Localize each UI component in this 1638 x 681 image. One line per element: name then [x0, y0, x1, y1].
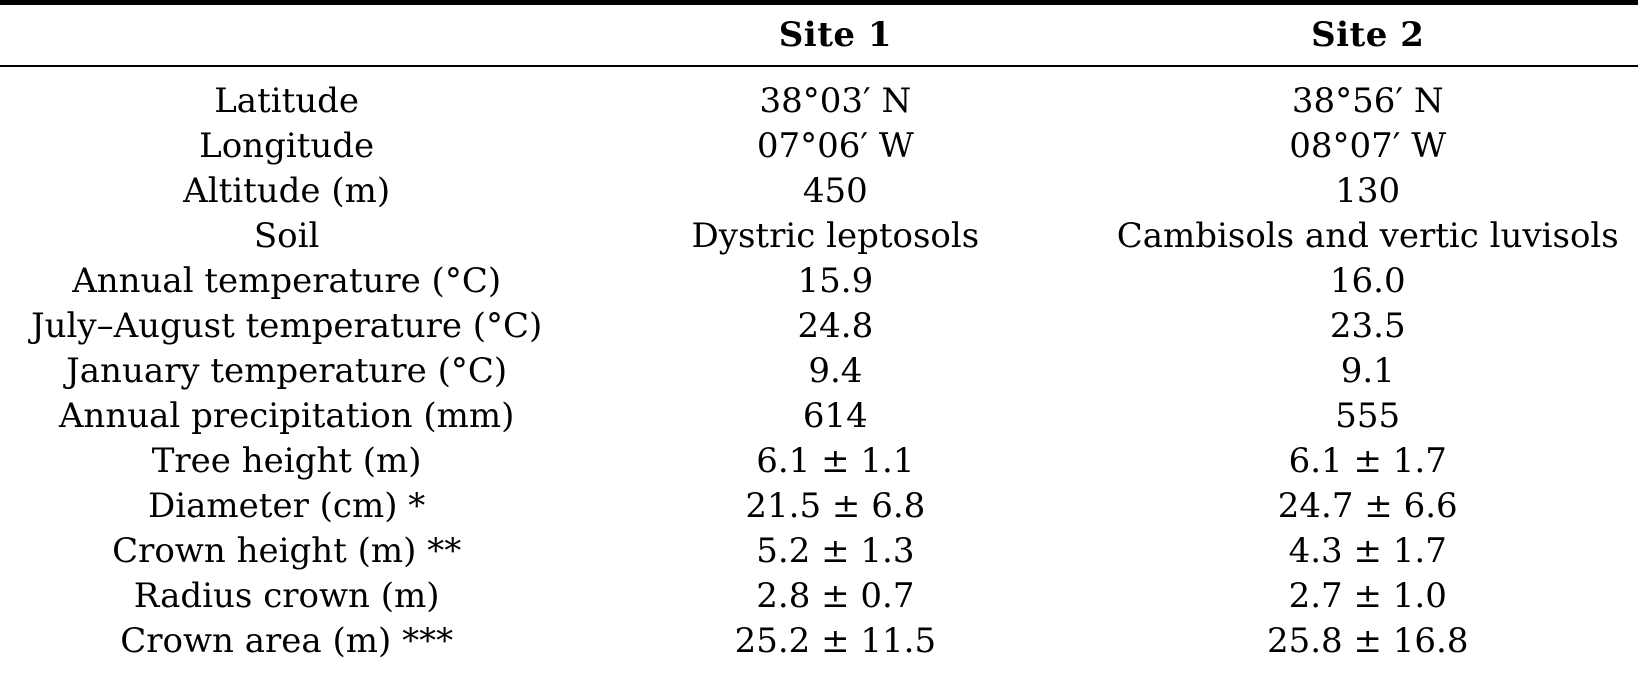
site2-value: 23.5 [1329, 305, 1406, 346]
row-label: Annual temperature (°C) [72, 260, 502, 301]
site1-value: 450 [802, 170, 868, 211]
site-comparison-table: Site 1 Site 2 Latitude 38°03′ N 38°56′ N… [0, 0, 1638, 664]
site2-value: 555 [1335, 395, 1401, 436]
table-row-crown-area: Crown area (m) *** 25.2 ± 11.5 25.8 ± 16… [0, 619, 1638, 664]
row-label: Soil [253, 215, 320, 256]
row-label: Tree height (m) [151, 440, 422, 481]
site2-value: 25.8 ± 16.8 [1266, 620, 1469, 661]
site1-value: 07°06′ W [756, 125, 914, 166]
site1-value: 5.2 ± 1.3 [756, 530, 915, 571]
row-label: Diameter (cm) * [148, 485, 426, 526]
site1-value: 614 [802, 395, 868, 436]
site1-value: 38°03′ N [759, 80, 912, 121]
table-row-altitude: Altitude (m) 450 130 [0, 169, 1638, 214]
site2-value: 4.3 ± 1.7 [1288, 530, 1447, 571]
site2-value: 2.7 ± 1.0 [1288, 575, 1447, 616]
table-row-radius-crown: Radius crown (m) 2.8 ± 0.7 2.7 ± 1.0 [0, 574, 1638, 619]
table-row-crown-height: Crown height (m) ** 5.2 ± 1.3 4.3 ± 1.7 [0, 529, 1638, 574]
site2-value: 16.0 [1329, 260, 1406, 301]
row-label: Latitude [214, 80, 360, 121]
table-row-annual-temperature: Annual temperature (°C) 15.9 16.0 [0, 259, 1638, 304]
site2-value: 38°56′ N [1291, 80, 1444, 121]
table-row-soil: Soil Dystric leptosols Cambisols and ver… [0, 214, 1638, 259]
table-row-july-august-temperature: July–August temperature (°C) 24.8 23.5 [0, 304, 1638, 349]
table-row-diameter: Diameter (cm) * 21.5 ± 6.8 24.7 ± 6.6 [0, 484, 1638, 529]
site1-value: 9.4 [808, 350, 863, 391]
table-row-annual-precipitation: Annual precipitation (mm) 614 555 [0, 394, 1638, 439]
site2-value: 24.7 ± 6.6 [1277, 485, 1458, 526]
site1-value: 6.1 ± 1.1 [756, 440, 915, 481]
header-empty-cell [0, 2, 574, 67]
site1-value: Dystric leptosols [691, 215, 980, 256]
header-site2: Site 2 [1097, 2, 1638, 67]
site1-value: 24.8 [797, 305, 874, 346]
table-body: Latitude 38°03′ N 38°56′ N Longitude 07°… [0, 66, 1638, 664]
table-row-tree-height: Tree height (m) 6.1 ± 1.1 6.1 ± 1.7 [0, 439, 1638, 484]
row-label: July–August temperature (°C) [30, 305, 543, 346]
row-label: Annual precipitation (mm) [58, 395, 515, 436]
site1-value: 21.5 ± 6.8 [745, 485, 926, 526]
header-row: Site 1 Site 2 [0, 2, 1638, 67]
site2-value: 9.1 [1340, 350, 1395, 391]
row-label: Radius crown (m) [133, 575, 440, 616]
site2-value: 6.1 ± 1.7 [1288, 440, 1447, 481]
table-row-january-temperature: January temperature (°C) 9.4 9.1 [0, 349, 1638, 394]
row-label: Altitude (m) [183, 170, 391, 211]
site2-value: 130 [1335, 170, 1401, 211]
site2-value: 08°07′ W [1289, 125, 1447, 166]
site2-value: Cambisols and vertic luvisols [1116, 215, 1619, 256]
table-header: Site 1 Site 2 [0, 2, 1638, 67]
row-label: Crown area (m) *** [120, 620, 454, 661]
site1-value: 2.8 ± 0.7 [756, 575, 915, 616]
row-label: Longitude [199, 125, 375, 166]
site1-value: 25.2 ± 11.5 [734, 620, 937, 661]
table-row-longitude: Longitude 07°06′ W 08°07′ W [0, 124, 1638, 169]
header-site1: Site 1 [573, 2, 1098, 67]
table-row-latitude: Latitude 38°03′ N 38°56′ N [0, 66, 1638, 124]
site1-value: 15.9 [797, 260, 874, 301]
row-label: Crown height (m) ** [112, 530, 462, 571]
row-label: January temperature (°C) [66, 350, 508, 391]
